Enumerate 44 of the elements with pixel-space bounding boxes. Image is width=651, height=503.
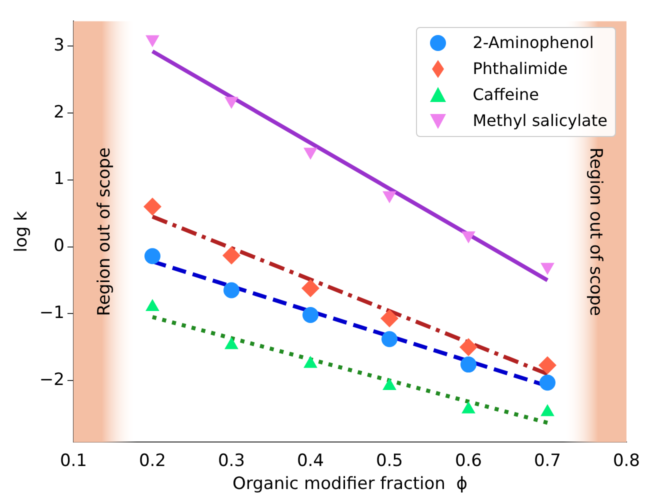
point	[146, 35, 160, 48]
point	[539, 374, 556, 391]
legend-label: Methyl salicylate	[472, 110, 608, 132]
x-tick-label: 0.7	[534, 450, 561, 471]
point	[382, 378, 396, 390]
point	[223, 282, 240, 298]
point	[224, 96, 238, 109]
x-axis-title: Organic modifier fraction ϕ	[232, 474, 468, 494]
x-tick-label: 0.8	[612, 450, 640, 471]
x-tick-label: 0.5	[376, 450, 403, 471]
point	[462, 231, 476, 244]
x-tick-label: 0.4	[296, 450, 324, 471]
point	[222, 246, 240, 264]
point	[540, 404, 554, 416]
legend-label: Caffeine	[472, 84, 540, 106]
point	[302, 307, 318, 324]
point	[144, 248, 160, 264]
x-tick-label: 0.3	[218, 450, 245, 471]
point	[143, 198, 162, 216]
point	[224, 337, 238, 350]
y-tick-label: 3	[54, 35, 64, 56]
point	[460, 356, 476, 373]
y-axis-title: log k	[12, 210, 32, 252]
x-tick-label: 0.2	[138, 450, 166, 471]
point	[381, 331, 398, 348]
point	[462, 401, 476, 414]
point	[459, 338, 478, 356]
legend-label: Phthalimide	[472, 58, 568, 80]
point	[304, 148, 318, 160]
y-tick-label: −1	[39, 303, 64, 324]
y-tick-label: 0	[54, 236, 64, 256]
y-tick-label: −2	[39, 370, 64, 390]
x-tick-label: 0.6	[454, 450, 482, 471]
point	[380, 309, 398, 328]
point	[304, 356, 318, 368]
legend-label: 2-Aminophenol	[472, 32, 594, 54]
point	[301, 279, 320, 298]
x-tick-label: 0.1	[60, 450, 87, 471]
y-tick-label: 1	[54, 169, 64, 190]
point	[382, 191, 396, 204]
point	[538, 356, 556, 374]
y-tick-label: 2	[54, 102, 64, 122]
band-label: Region out of scope	[94, 147, 114, 316]
band-label: Region out of scope	[585, 147, 606, 316]
